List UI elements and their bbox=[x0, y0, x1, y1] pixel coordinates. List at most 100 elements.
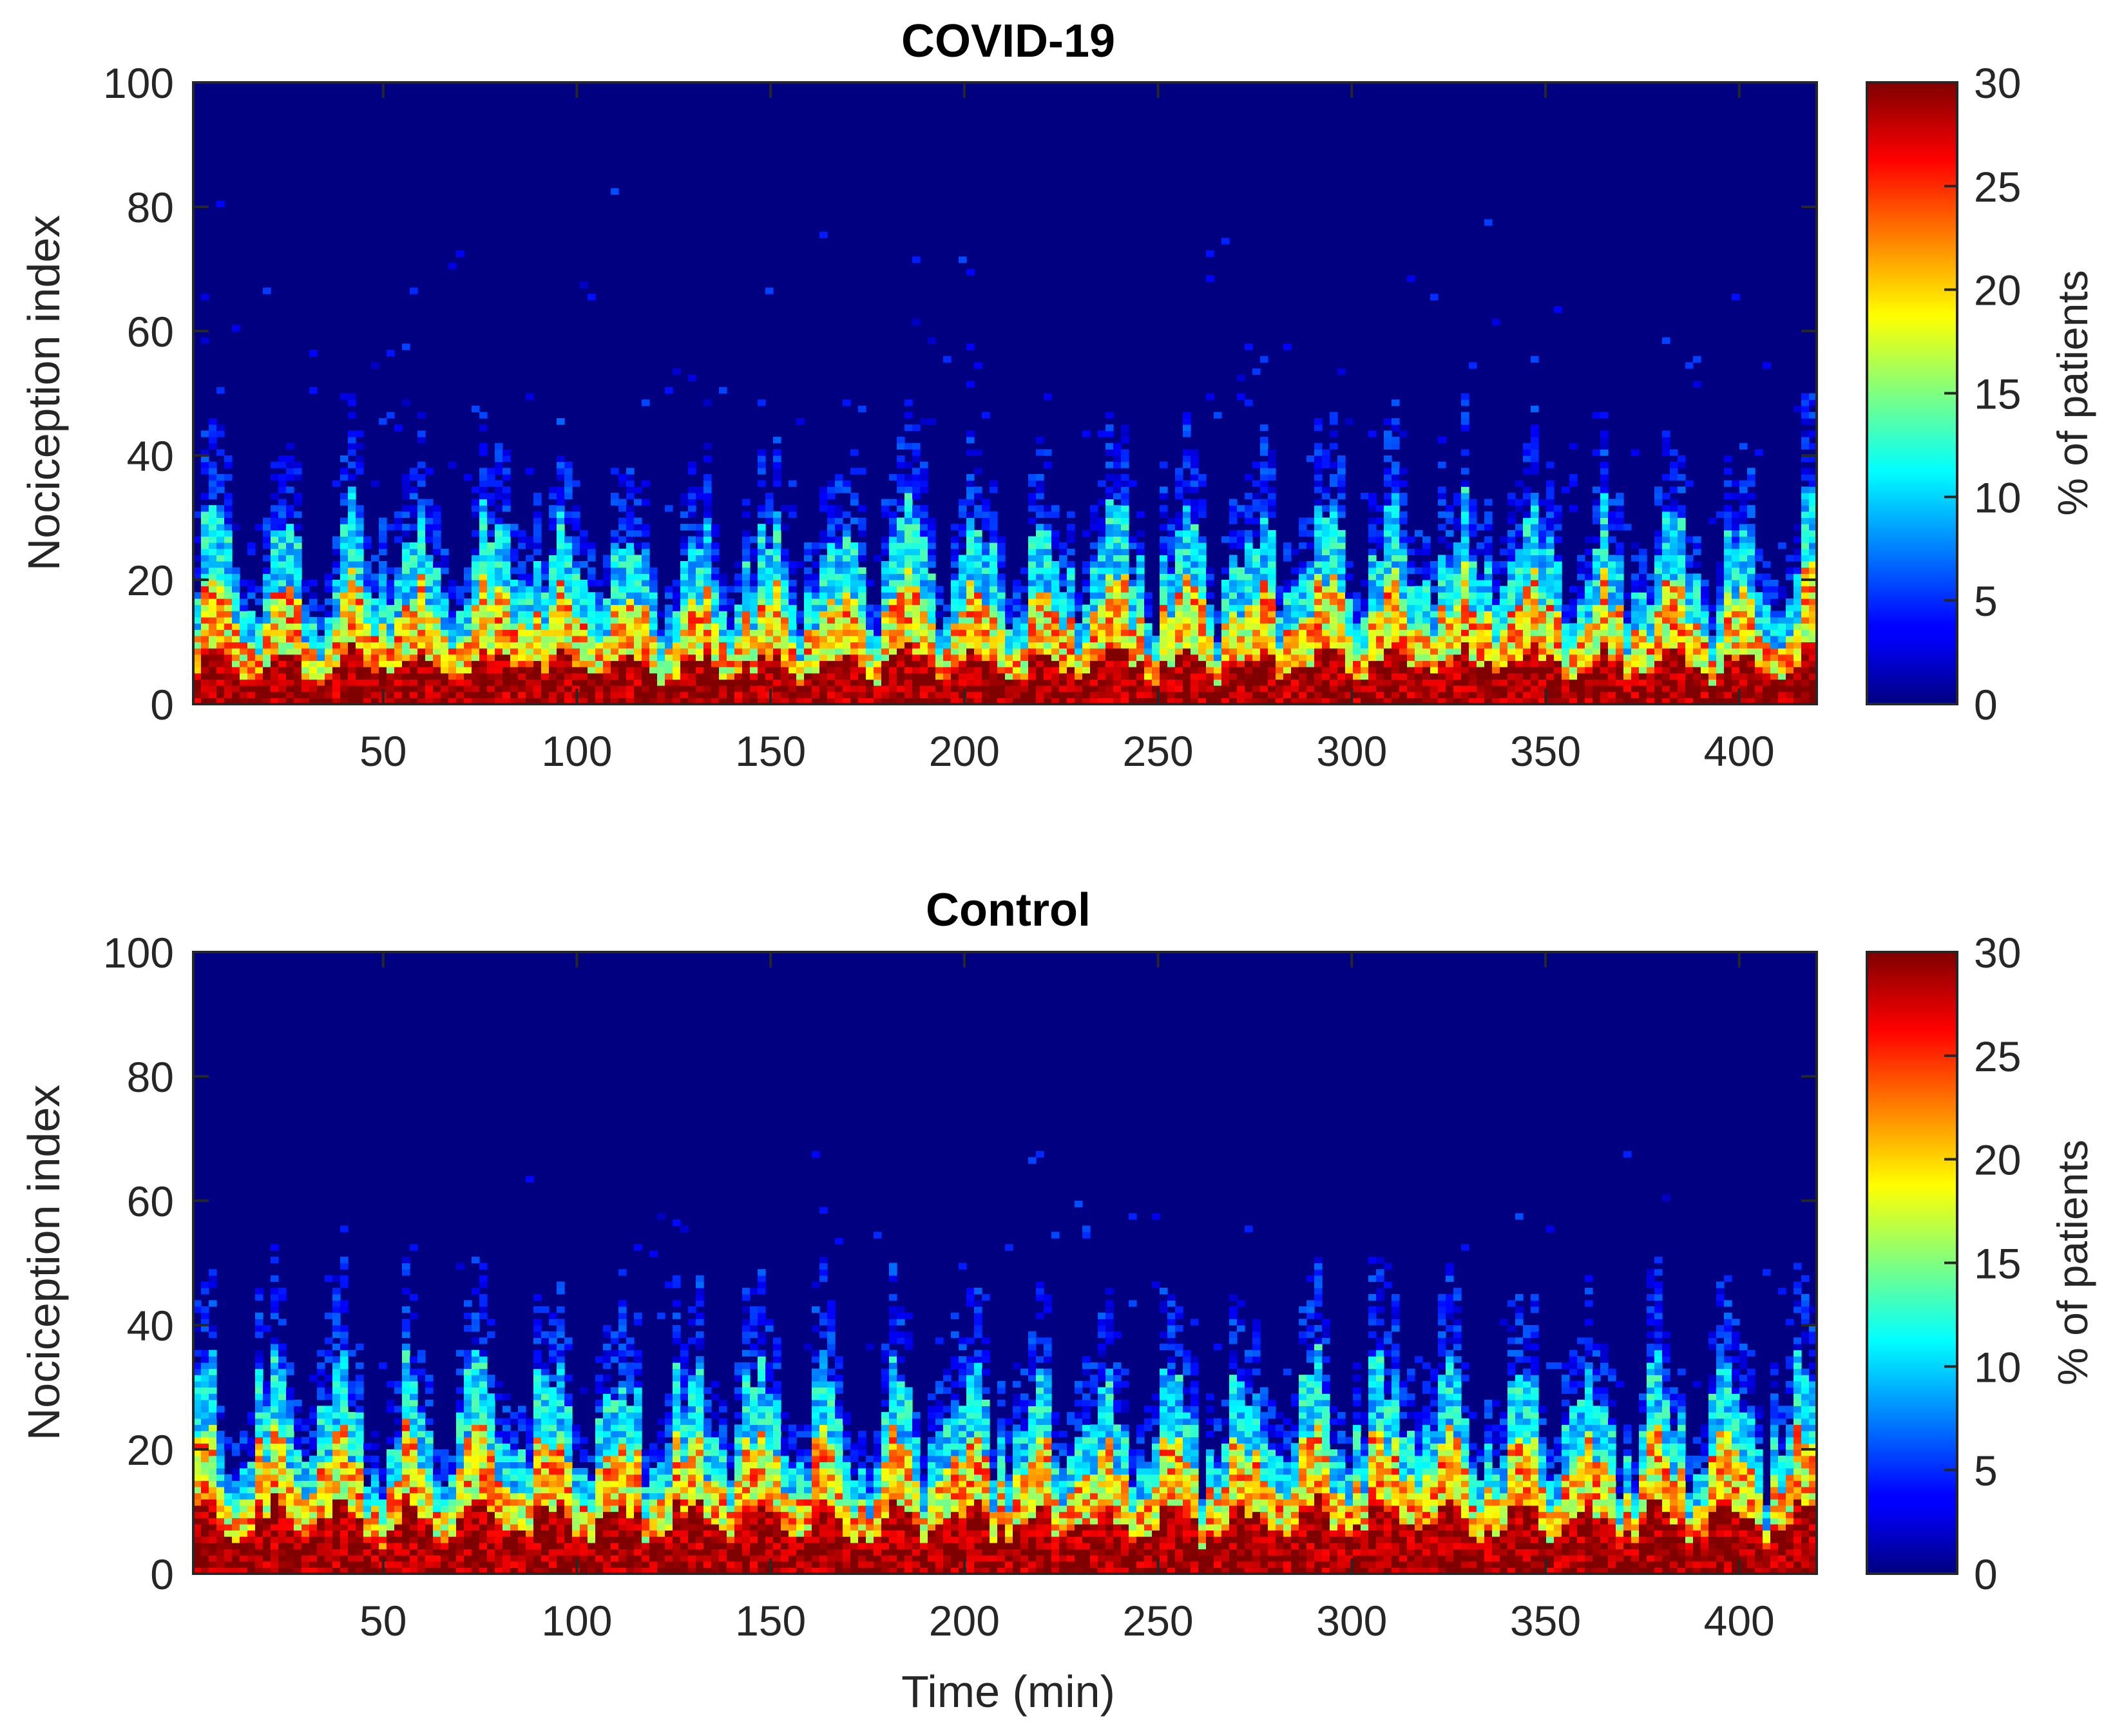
heatmap-cell bbox=[1330, 648, 1338, 655]
heatmap-cell bbox=[626, 623, 635, 630]
heatmap-cell bbox=[711, 672, 720, 680]
heatmap-cell bbox=[1160, 511, 1168, 519]
heatmap-cell bbox=[1399, 611, 1408, 618]
heatmap-cell bbox=[843, 486, 851, 493]
heatmap-cell bbox=[1167, 586, 1176, 593]
heatmap-cell bbox=[997, 592, 1006, 599]
heatmap-cell bbox=[1237, 511, 1245, 519]
heatmap-cell bbox=[371, 654, 379, 662]
heatmap-cell bbox=[1183, 592, 1191, 599]
heatmap-cell bbox=[1291, 672, 1299, 680]
heatmap-cell bbox=[1345, 629, 1354, 636]
heatmap-cell bbox=[603, 642, 611, 649]
heatmap-cell bbox=[572, 611, 580, 618]
heatmap-cell bbox=[294, 461, 302, 468]
heatmap-cell bbox=[688, 623, 696, 630]
heatmap-cell bbox=[904, 672, 913, 680]
heatmap-cell bbox=[966, 567, 975, 574]
heatmap-cell bbox=[835, 486, 843, 493]
heatmap-cell bbox=[773, 685, 781, 692]
heatmap-cell bbox=[1036, 629, 1044, 636]
heatmap-cell bbox=[1291, 592, 1299, 599]
heatmap-cell bbox=[564, 672, 573, 680]
heatmap-cell bbox=[286, 691, 294, 698]
heatmap-cell bbox=[533, 548, 542, 555]
heatmap-cell bbox=[1322, 611, 1330, 618]
heatmap-cell bbox=[340, 567, 349, 574]
heatmap-cell bbox=[533, 654, 542, 662]
heatmap-cell bbox=[595, 685, 604, 692]
heatmap-cell bbox=[1283, 611, 1292, 618]
heatmap-cell bbox=[843, 654, 851, 662]
heatmap-cell bbox=[765, 629, 774, 636]
heatmap-cell bbox=[1268, 529, 1276, 537]
heatmap-cell bbox=[1098, 611, 1106, 618]
heatmap-column bbox=[1415, 529, 1423, 705]
heatmap-cell bbox=[1453, 492, 1462, 500]
heatmap-cell bbox=[224, 604, 233, 611]
heatmap-cell bbox=[827, 611, 836, 618]
heatmap-cell bbox=[1121, 660, 1129, 667]
heatmap-cell bbox=[758, 685, 766, 692]
heatmap-cell bbox=[858, 611, 866, 618]
heatmap-cell bbox=[1330, 698, 1338, 705]
heatmap-cell bbox=[441, 561, 449, 568]
heatmap-cell bbox=[495, 524, 503, 531]
heatmap-cell bbox=[711, 623, 720, 630]
heatmap-cell bbox=[990, 604, 998, 611]
heatmap-cell bbox=[1399, 492, 1408, 500]
heatmap-cell bbox=[1113, 667, 1122, 674]
heatmap-cell bbox=[680, 548, 689, 555]
heatmap-cell bbox=[943, 642, 952, 649]
heatmap-cell bbox=[1028, 685, 1037, 692]
heatmap-cell bbox=[1105, 567, 1114, 574]
heatmap-cell bbox=[858, 635, 866, 643]
heatmap-cell bbox=[997, 667, 1006, 674]
heatmap-cell bbox=[518, 642, 526, 649]
heatmap-cell bbox=[1330, 505, 1338, 512]
heatmap-cell bbox=[1020, 698, 1029, 705]
heatmap-cell bbox=[495, 611, 503, 618]
heatmap-cell bbox=[1245, 672, 1253, 680]
heatmap-cell bbox=[881, 691, 890, 698]
chart-title: COVID-19 bbox=[901, 15, 1115, 67]
heatmap-cell bbox=[603, 679, 611, 686]
heatmap-cell bbox=[1183, 604, 1191, 611]
heatmap-cell bbox=[1299, 524, 1307, 531]
heatmap-cell bbox=[966, 555, 975, 562]
heatmap-cell bbox=[773, 616, 781, 624]
heatmap-cell bbox=[781, 616, 789, 624]
heatmap-cell bbox=[557, 616, 565, 624]
heatmap-cell bbox=[966, 542, 975, 549]
heatmap-cell bbox=[340, 679, 349, 686]
heatmap-cell bbox=[1399, 667, 1408, 674]
heatmap-cell bbox=[1415, 604, 1423, 611]
heatmap-cell bbox=[1229, 616, 1238, 624]
heatmap-cell bbox=[727, 598, 735, 606]
heatmap-cell bbox=[742, 567, 751, 574]
heatmap-cell bbox=[673, 611, 681, 618]
heatmap-cell bbox=[1306, 604, 1315, 611]
heatmap-cell bbox=[588, 623, 596, 630]
heatmap-cell bbox=[588, 679, 596, 686]
heatmap-cell bbox=[1268, 611, 1276, 618]
heatmap-cell bbox=[271, 580, 279, 587]
heatmap-cell bbox=[1461, 480, 1469, 487]
heatmap-cell bbox=[371, 679, 379, 686]
heatmap-cell bbox=[294, 561, 302, 568]
heatmap-cell bbox=[634, 529, 642, 537]
heatmap-cell bbox=[332, 580, 341, 587]
heatmap-cell bbox=[572, 536, 580, 543]
heatmap-cell bbox=[912, 623, 921, 630]
heatmap-cell bbox=[920, 667, 928, 674]
heatmap-cell bbox=[201, 592, 209, 599]
heatmap-cell bbox=[209, 604, 217, 611]
heatmap-cell bbox=[611, 679, 619, 686]
heatmap-cell bbox=[758, 580, 766, 587]
heatmap-cell bbox=[1430, 679, 1439, 686]
heatmap-cell bbox=[928, 679, 936, 686]
heatmap-cell bbox=[1392, 604, 1400, 611]
heatmap-cell bbox=[564, 679, 573, 686]
heatmap-cell bbox=[294, 667, 302, 674]
heatmap-cell bbox=[1113, 691, 1122, 698]
